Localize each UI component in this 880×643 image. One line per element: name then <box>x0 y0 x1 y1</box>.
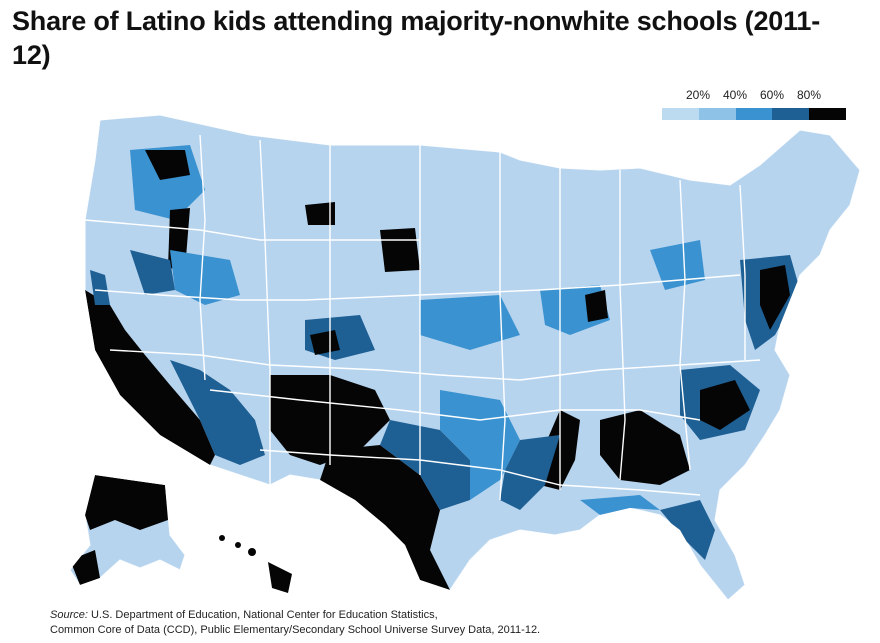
legend-swatch-2 <box>735 108 773 120</box>
hawaii-maui <box>248 548 256 556</box>
region-florida-mid <box>660 500 715 560</box>
region-oregon-mid <box>130 250 175 295</box>
region-michigan-light <box>650 240 705 290</box>
legend-label-80: 80% <box>796 88 822 102</box>
region-central-texas-mid <box>380 420 470 510</box>
region-yakima-dark <box>145 150 190 180</box>
region-georgia-dark <box>600 410 690 485</box>
region-chicago-dark <box>585 290 608 322</box>
region-california-dark <box>85 290 215 465</box>
source-line-1: U.S. Department of Education, National C… <box>87 609 438 621</box>
legend-labels: 20% 40% 60% 80% <box>662 88 846 106</box>
color-legend: 20% 40% 60% 80% <box>662 88 846 128</box>
legend-label-60: 60% <box>759 88 785 102</box>
legend-label-20: 20% <box>685 88 711 102</box>
legend-swatch-3 <box>772 108 810 120</box>
region-nebraska-dark <box>380 228 420 272</box>
source-line-2: Common Core of Data (CCD), Public Elemen… <box>50 624 541 636</box>
map-svg <box>70 115 860 600</box>
region-carolinas-dark <box>700 380 750 430</box>
region-texas-dark <box>320 445 450 590</box>
region-arizona-mid <box>170 360 265 465</box>
contiguous-us-region <box>85 115 860 600</box>
region-northern-california-mid <box>90 270 110 305</box>
region-denver-dark <box>310 330 340 355</box>
legend-color-bar <box>662 108 846 120</box>
region-nyc-dark <box>760 265 790 330</box>
hawaii-region <box>219 535 292 593</box>
us-county-map <box>0 90 880 600</box>
hawaii-oahu <box>235 542 241 548</box>
region-wyoming-dark <box>305 202 335 225</box>
legend-label-40: 40% <box>722 88 748 102</box>
region-alaska-southwest-dark <box>70 550 100 585</box>
region-gulf-coast-light <box>580 495 660 515</box>
alaska-region <box>70 475 185 585</box>
state-borders <box>85 134 761 501</box>
region-louisiana-mid <box>500 435 560 510</box>
map-title: Share of Latino kids attending majority-… <box>12 6 821 70</box>
region-kansas-light <box>420 295 520 350</box>
legend-swatch-1 <box>698 108 736 120</box>
source-label: Source: <box>50 609 88 621</box>
hawaii-island <box>268 562 292 593</box>
region-idaho-light <box>170 250 240 305</box>
hawaii-kauai <box>219 535 225 541</box>
legend-swatch-0 <box>662 108 699 120</box>
region-alaska-north-dark <box>85 475 168 530</box>
source-note: Source: U.S. Department of Education, Na… <box>50 608 870 638</box>
legend-swatch-4 <box>809 108 846 120</box>
